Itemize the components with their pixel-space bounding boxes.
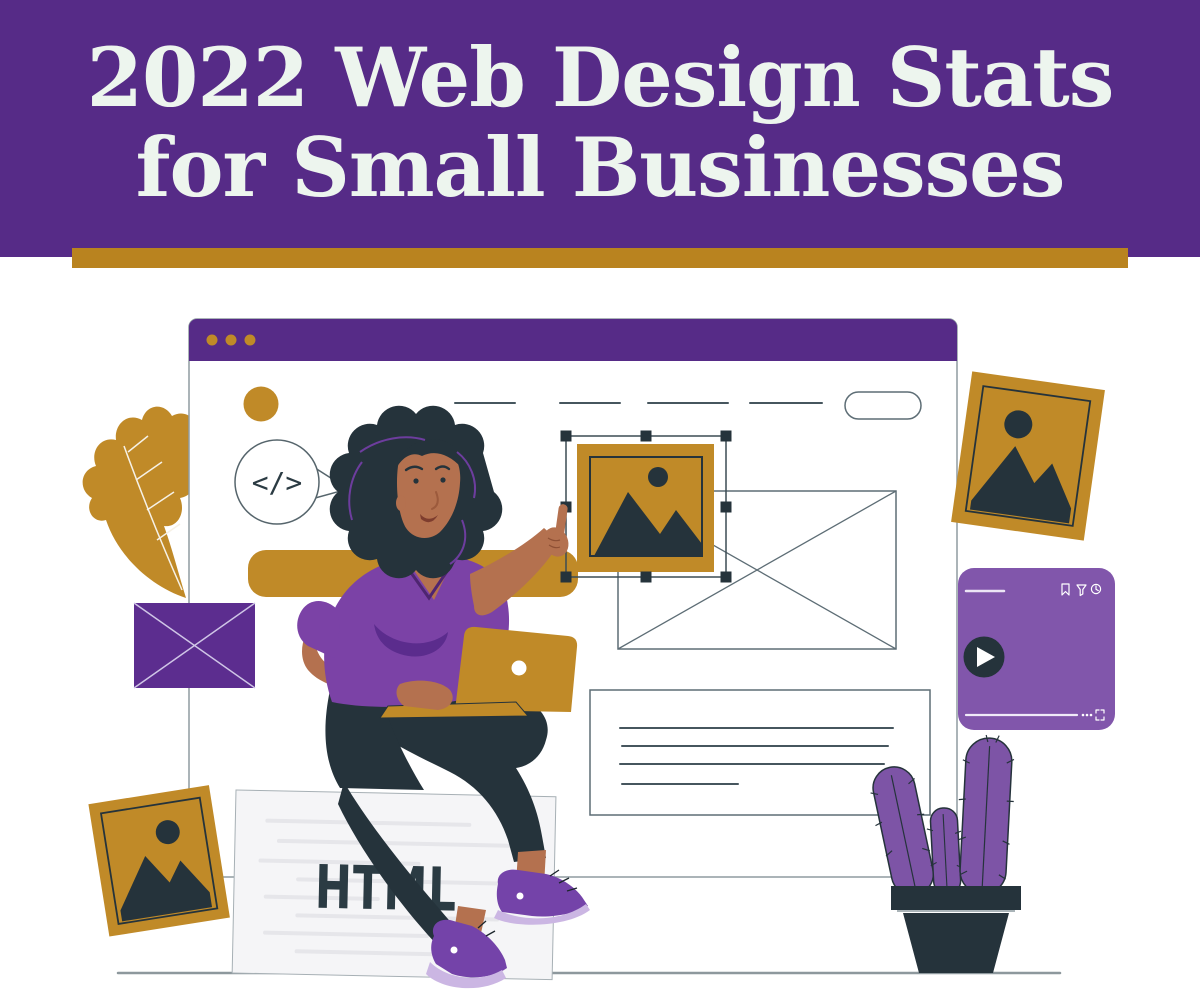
leaf <box>82 406 203 598</box>
tilted-image-bottom-left <box>88 785 230 937</box>
image-placeholder-icon <box>648 467 668 487</box>
hand-on-laptop <box>396 680 453 710</box>
sneaker-front <box>494 869 590 925</box>
raised-arm <box>470 528 560 616</box>
left-sleeve <box>297 601 340 658</box>
window-dots-icon <box>206 334 256 346</box>
sneaker-back <box>426 919 507 989</box>
volume-dots <box>1081 713 1093 717</box>
plant-pot <box>891 886 1021 973</box>
shirt-fold <box>374 624 448 657</box>
bookmark-icon <box>1061 583 1070 596</box>
page-title: 2022 Web Design Stats for Small Business… <box>86 31 1115 216</box>
speech-bubble: </> <box>234 439 350 525</box>
browser-titlebar <box>189 319 957 361</box>
clock-icon <box>1090 583 1102 595</box>
send-icon <box>1076 584 1087 597</box>
play-icon <box>963 636 1005 678</box>
woman-illustration <box>297 405 590 989</box>
title-line-2: for Small Businesses <box>135 120 1066 216</box>
hair-accents <box>348 436 476 565</box>
title-line-1: 2022 Web Design Stats <box>86 31 1115 127</box>
video-player <box>958 568 1115 730</box>
envelope-placeholder <box>133 602 256 689</box>
logo-circle <box>243 386 279 422</box>
ear <box>396 495 406 511</box>
title-underline <box>72 248 1128 268</box>
header-banner: 2022 Web Design Stats for Small Business… <box>0 0 1200 257</box>
pointing-hand <box>543 504 569 557</box>
nav-button-placeholder <box>844 391 922 420</box>
back-leg <box>338 782 466 948</box>
selected-image-element <box>560 430 732 583</box>
tilted-image-top-right <box>951 371 1105 541</box>
fullscreen-icon <box>1095 709 1105 721</box>
code-icon: </> <box>252 466 303 499</box>
hair-fringe <box>394 439 463 472</box>
cactus <box>870 734 1021 973</box>
facial-features <box>404 465 451 523</box>
